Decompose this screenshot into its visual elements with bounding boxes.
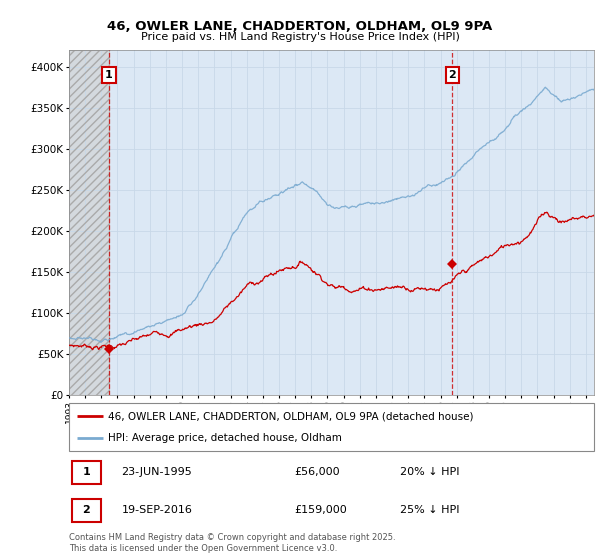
Text: 2: 2 xyxy=(82,505,90,515)
Text: Price paid vs. HM Land Registry's House Price Index (HPI): Price paid vs. HM Land Registry's House … xyxy=(140,32,460,42)
Text: 25% ↓ HPI: 25% ↓ HPI xyxy=(400,505,459,515)
FancyBboxPatch shape xyxy=(71,498,101,522)
Text: 19-SEP-2016: 19-SEP-2016 xyxy=(121,505,193,515)
FancyBboxPatch shape xyxy=(71,461,101,484)
Text: Contains HM Land Registry data © Crown copyright and database right 2025.
This d: Contains HM Land Registry data © Crown c… xyxy=(69,533,395,553)
Bar xyxy=(69,50,109,395)
Text: 23-JUN-1995: 23-JUN-1995 xyxy=(121,468,192,478)
Text: 2: 2 xyxy=(448,70,456,80)
Text: 1: 1 xyxy=(105,70,113,80)
Text: 46, OWLER LANE, CHADDERTON, OLDHAM, OL9 9PA (detached house): 46, OWLER LANE, CHADDERTON, OLDHAM, OL9 … xyxy=(109,411,474,421)
Text: 46, OWLER LANE, CHADDERTON, OLDHAM, OL9 9PA: 46, OWLER LANE, CHADDERTON, OLDHAM, OL9 … xyxy=(107,20,493,32)
Text: HPI: Average price, detached house, Oldham: HPI: Average price, detached house, Oldh… xyxy=(109,433,342,443)
Text: 1: 1 xyxy=(82,468,90,478)
Text: £159,000: £159,000 xyxy=(295,505,347,515)
Text: £56,000: £56,000 xyxy=(295,468,340,478)
Text: 20% ↓ HPI: 20% ↓ HPI xyxy=(400,468,459,478)
FancyBboxPatch shape xyxy=(69,403,594,451)
Bar xyxy=(69,50,109,395)
